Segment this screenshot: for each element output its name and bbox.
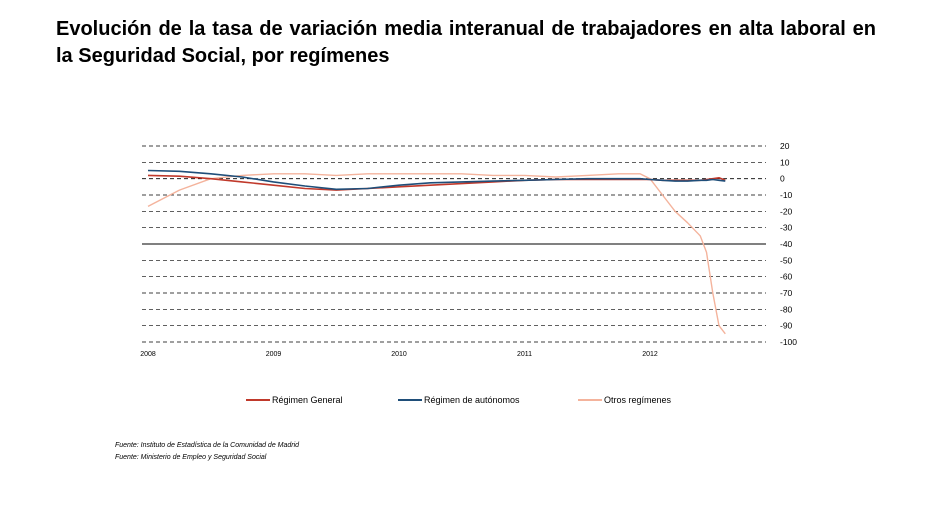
legend-swatch — [398, 399, 422, 401]
legend-item-2: Otros regímenes — [578, 395, 671, 405]
x-tick-label: 2010 — [391, 351, 407, 358]
source-line-2: Fuente: Ministerio de Empleo y Seguridad… — [115, 454, 267, 461]
source-line-1: Fuente: Instituto de Estadística de la C… — [115, 442, 300, 449]
series-line-1 — [147, 169, 726, 191]
legend-swatch — [246, 399, 270, 401]
x-tick-labels: 2008 2009 2010 2011 2012 — [140, 351, 658, 358]
y-tick-label: -30 — [780, 223, 793, 233]
grid-lines — [142, 145, 766, 343]
sources: Fuente: Instituto de Estadística de la C… — [115, 440, 299, 464]
series-line-2 — [147, 173, 726, 335]
legend-label: Régimen de autónomos — [424, 395, 520, 405]
y-tick-label: -60 — [780, 272, 793, 282]
y-tick-label: -50 — [780, 255, 793, 265]
y-tick-label: -80 — [780, 304, 793, 314]
y-tick-label: -40 — [780, 239, 793, 249]
series-lines — [147, 169, 726, 335]
legend-swatch — [578, 399, 602, 401]
y-tick-label: 20 — [780, 141, 790, 151]
y-tick-label: -100 — [780, 337, 797, 347]
x-tick-label: 2009 — [266, 351, 282, 358]
y-tick-label: -90 — [780, 321, 793, 331]
legend-item-0: Régimen General — [246, 395, 343, 405]
y-tick-labels: 20 10 0 -10 -20 -30 -40 -50 -60 -70 -80 -90 -100 — [780, 141, 797, 347]
y-tick-label: 0 — [780, 174, 785, 184]
x-tick-label: 2012 — [642, 351, 658, 358]
y-tick-label: -20 — [780, 206, 793, 216]
chart-title: Evolución de la tasa de variación media … — [56, 18, 876, 67]
y-tick-label: 10 — [780, 157, 790, 167]
y-tick-label: -10 — [780, 190, 793, 200]
x-tick-label: 2008 — [140, 351, 156, 358]
y-tick-label: -70 — [780, 288, 793, 298]
x-tick-label: 2011 — [517, 351, 532, 358]
legend-label: Otros regímenes — [604, 395, 672, 405]
legend-item-1: Régimen de autónomos — [398, 395, 520, 405]
legend: Régimen General Régimen de autónomos Otros… — [0, 395, 947, 409]
legend-label: Régimen General — [272, 395, 343, 405]
